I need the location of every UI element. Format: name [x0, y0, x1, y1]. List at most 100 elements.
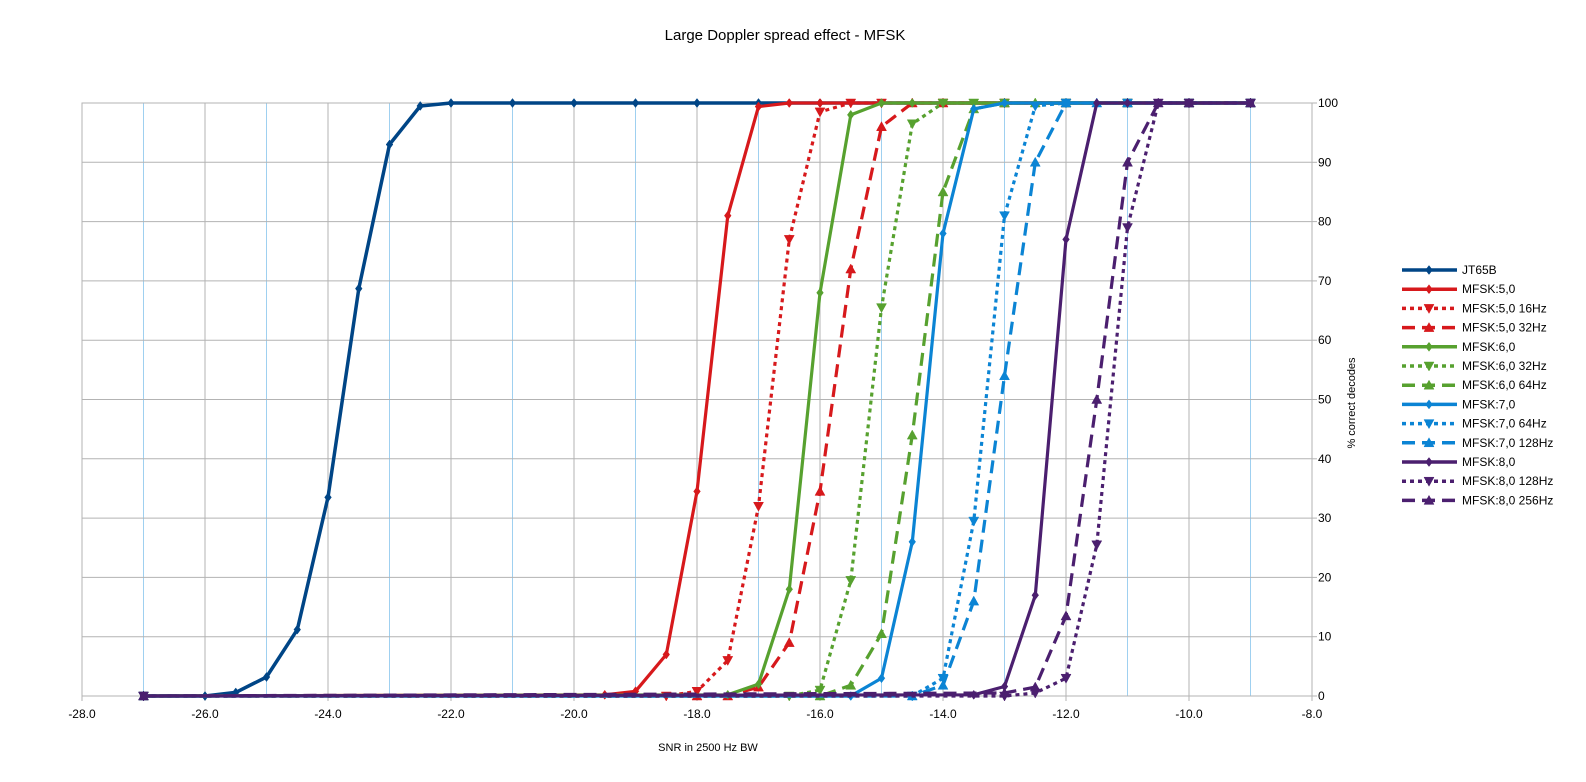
- x-tick-label: -8.0: [1302, 707, 1323, 721]
- data-point: [1122, 223, 1133, 234]
- data-point: [877, 673, 886, 684]
- legend-label: MFSK:8,0 128Hz: [1462, 474, 1553, 488]
- data-point: [845, 98, 857, 109]
- data-point: [1425, 457, 1433, 467]
- data-point: [693, 98, 701, 108]
- data-point: [754, 101, 763, 112]
- data-point: [999, 211, 1010, 222]
- data-point: [814, 107, 826, 118]
- data-point: [1425, 399, 1433, 410]
- data-point: [1423, 437, 1435, 448]
- data-point: [876, 628, 887, 638]
- data-point: [1245, 97, 1256, 108]
- legend-label: MFSK:5,0: [1462, 282, 1516, 296]
- legend-label: MFSK:8,0: [1462, 455, 1516, 469]
- legend-label: MFSK:5,0 16Hz: [1462, 301, 1547, 315]
- data-point: [816, 98, 824, 108]
- data-point: [1123, 98, 1132, 108]
- data-point: [785, 584, 793, 595]
- x-axis: -28.0 -26.0 -24.0 -22.0 -20.0 -18.0 -16.0 -14.0…: [68, 696, 1323, 721]
- data-point: [1031, 590, 1039, 601]
- data-point: [722, 656, 734, 666]
- data-point: [1029, 101, 1041, 112]
- x-tick-label: -26.0: [191, 707, 219, 721]
- y-tick-label: 80: [1318, 215, 1332, 229]
- data-point: [1423, 304, 1435, 314]
- data-point: [1000, 98, 1009, 108]
- legend-label: MFSK:6,0 32Hz: [1462, 359, 1547, 373]
- data-point: [1423, 379, 1435, 390]
- y-tick-label: 20: [1318, 570, 1332, 584]
- x-tick-label: -10.0: [1175, 707, 1203, 721]
- y-tick-label: 60: [1318, 333, 1332, 347]
- series-line: [143, 101, 1251, 698]
- data-point: [1091, 393, 1103, 404]
- data-point: [1425, 265, 1433, 275]
- data-point: [662, 649, 670, 660]
- legend-label: MFSK:6,0: [1462, 340, 1516, 354]
- data-point: [1029, 156, 1041, 167]
- y-tick-label: 100: [1318, 96, 1338, 110]
- y-tick-label: 40: [1318, 452, 1332, 466]
- data-point: [416, 101, 424, 111]
- x-tick-label: -14.0: [929, 707, 957, 721]
- data-point: [724, 210, 732, 221]
- data-point: [939, 228, 947, 239]
- y-axis-label: % correct decodes: [1346, 357, 1358, 449]
- series-12: [138, 97, 1256, 701]
- x-tick-label: -28.0: [68, 707, 96, 721]
- data-point: [845, 576, 857, 586]
- x-tick-label: -24.0: [314, 707, 342, 721]
- data-point: [1152, 97, 1164, 108]
- data-point: [1425, 341, 1433, 352]
- data-point: [999, 687, 1010, 698]
- data-point: [1029, 681, 1041, 692]
- data-point: [968, 516, 980, 527]
- y-tick-label: 10: [1318, 630, 1332, 644]
- data-point: [355, 283, 363, 294]
- data-point: [847, 109, 855, 120]
- series-line: [143, 101, 1251, 698]
- data-point: [876, 121, 887, 131]
- grid: [82, 103, 1312, 696]
- data-point: [1060, 673, 1072, 684]
- data-point: [262, 672, 271, 682]
- data-point: [1423, 494, 1435, 505]
- legend-label: MFSK:7,0: [1462, 397, 1516, 411]
- data-point: [753, 501, 764, 512]
- legend-label: MFSK:6,0 64Hz: [1462, 378, 1547, 392]
- x-tick-label: -18.0: [683, 707, 711, 721]
- data-point: [845, 263, 857, 274]
- data-point: [937, 98, 949, 109]
- y-tick-label: 70: [1318, 274, 1332, 288]
- data-point: [1425, 284, 1433, 295]
- data-point: [999, 370, 1010, 381]
- chart-title: Large Doppler spread effect - MFSK: [665, 27, 906, 44]
- data-point: [937, 186, 949, 197]
- data-point: [783, 235, 795, 245]
- data-point: [385, 139, 394, 150]
- data-point: [447, 98, 455, 108]
- data-point: [877, 98, 886, 108]
- x-tick-label: -20.0: [560, 707, 588, 721]
- data-point: [1060, 610, 1072, 621]
- series-lines: [138, 97, 1256, 702]
- data-point: [693, 486, 701, 497]
- legend: JT65B MFSK:5,0 MFSK:5,0 16Hz MFSK:5,0 32Hz M…: [1402, 263, 1553, 507]
- legend-label: MFSK:7,0 64Hz: [1462, 417, 1547, 431]
- data-point: [937, 679, 949, 690]
- data-point: [1062, 234, 1070, 245]
- data-point: [845, 679, 857, 690]
- data-point: [508, 98, 517, 108]
- data-point: [1183, 97, 1195, 108]
- data-point: [1423, 419, 1435, 430]
- legend-label: MFSK:8,0 256Hz: [1462, 493, 1553, 507]
- data-point: [1091, 540, 1103, 551]
- legend-label: MFSK:7,0 128Hz: [1462, 436, 1553, 450]
- data-point: [783, 637, 795, 647]
- data-point: [1093, 98, 1101, 108]
- data-point: [324, 492, 332, 503]
- data-point: [1423, 361, 1435, 372]
- data-point: [970, 104, 978, 114]
